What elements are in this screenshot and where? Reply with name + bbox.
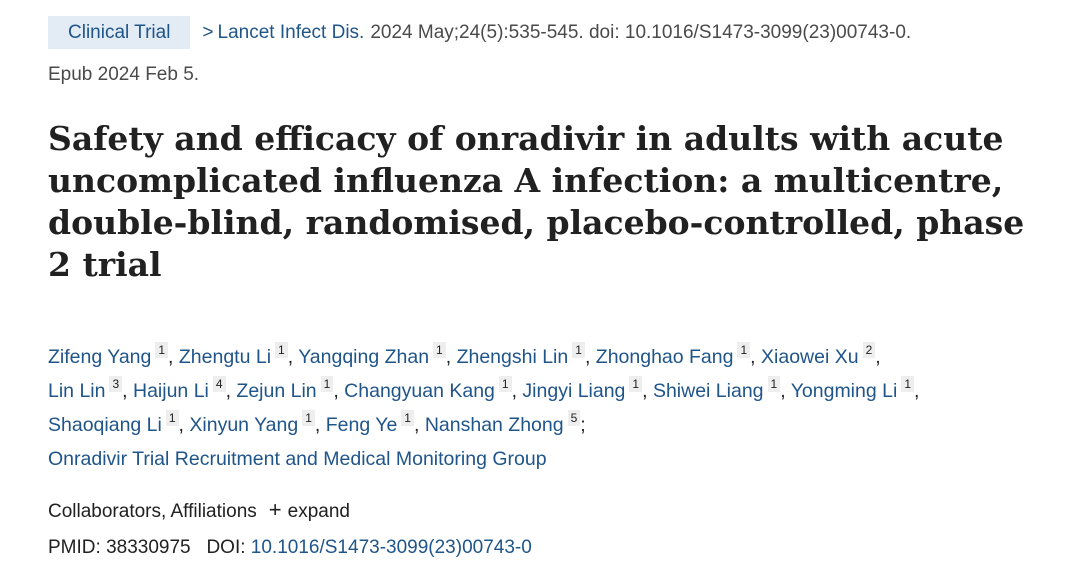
identifiers: PMID: 38330975 DOI: 10.1016/S1473-3099(2…: [48, 534, 532, 562]
author-item: Xiaowei Xu 2: [761, 342, 876, 368]
affiliation-marker[interactable]: 1: [901, 376, 914, 392]
affiliation-marker[interactable]: 1: [302, 410, 315, 426]
author-item: Zhengshi Lin 1: [456, 342, 585, 368]
author-item: Yangqing Zhan 1: [298, 342, 446, 368]
author-item: Xinyun Yang 1: [189, 410, 315, 436]
author-link[interactable]: Zhengtu Li: [178, 346, 272, 368]
affiliation-marker[interactable]: 1: [320, 376, 334, 392]
plus-icon: +: [268, 497, 282, 522]
epub-date: Epub 2024 Feb 5.: [48, 64, 200, 85]
author-item: Shaoqiang Li 1: [48, 410, 179, 436]
author-link[interactable]: Jingyi Liang: [522, 380, 626, 402]
citation-text: 2024 May;24(5):535-545. doi: 10.1016/S14…: [370, 22, 912, 43]
author-link[interactable]: Nanshan Zhong: [424, 414, 564, 436]
affiliation-marker[interactable]: 1: [629, 376, 643, 392]
doi-link[interactable]: 10.1016/S1473-3099(23)00743-0: [250, 537, 532, 558]
author-item: Zifeng Yang 1: [48, 342, 169, 368]
expand-label: expand: [287, 501, 350, 522]
author-link[interactable]: Xiaowei Xu: [761, 346, 859, 368]
author-link[interactable]: Zhengshi Lin: [456, 346, 569, 368]
citation-line: Clinical Trial > Lancet Infect Dis. 2024 Ma…: [48, 16, 911, 49]
affiliation-marker[interactable]: 1: [155, 342, 169, 358]
collaborators-label: Collaborators, Affiliations: [48, 501, 257, 522]
author-link[interactable]: Xinyun Yang: [189, 414, 299, 436]
author-item: Zejun Lin 1: [236, 376, 334, 402]
author-list: Zifeng Yang 1, Zhengtu Li 1, Yangqing Zhan…: [48, 340, 1058, 476]
affiliation-marker[interactable]: 5: [567, 410, 581, 426]
author-link[interactable]: Yangqing Zhan: [298, 346, 430, 368]
author-link[interactable]: Shaoqiang Li: [48, 414, 162, 436]
author-item: Zhengtu Li 1: [178, 342, 288, 368]
author-link[interactable]: Changyuan Kang: [344, 380, 495, 402]
author-item: Jingyi Liang 1: [522, 376, 643, 402]
affiliation-marker[interactable]: 1: [433, 342, 446, 358]
doi-label: DOI:: [206, 537, 246, 558]
affiliation-marker[interactable]: 1: [275, 342, 288, 358]
author-item: Shiwei Liang 1: [652, 376, 781, 402]
author-link[interactable]: Shiwei Liang: [652, 380, 764, 402]
affiliation-marker[interactable]: 2: [862, 342, 876, 358]
affiliation-marker[interactable]: 1: [165, 410, 179, 426]
affiliation-marker[interactable]: 1: [767, 376, 781, 392]
author-link[interactable]: Yongming Li: [790, 380, 898, 402]
author-item: Nanshan Zhong 5: [424, 410, 581, 436]
pmid-label: PMID:: [48, 537, 101, 558]
group-author-link[interactable]: Onradivir Trial Recruitment and Medical …: [48, 448, 547, 470]
author-item: Zhonghao Fang 1: [595, 342, 751, 368]
author-item: Haijun Li 4: [133, 376, 226, 402]
collaborators-affiliations[interactable]: Collaborators, Affiliations + expand: [48, 496, 350, 526]
chevron-right-icon: >: [202, 22, 214, 43]
affiliation-marker[interactable]: 4: [212, 376, 226, 392]
author-item: Feng Ye 1: [325, 410, 414, 436]
author-item: Yongming Li 1: [790, 376, 914, 402]
affiliation-marker[interactable]: 1: [737, 342, 751, 358]
affiliation-marker[interactable]: 3: [109, 376, 123, 392]
affiliation-marker[interactable]: 1: [498, 376, 512, 392]
affiliation-marker[interactable]: 1: [572, 342, 585, 358]
author-link[interactable]: Zejun Lin: [236, 380, 317, 402]
author-link[interactable]: Zhonghao Fang: [595, 346, 734, 368]
article-type-badge[interactable]: Clinical Trial: [48, 16, 191, 49]
affiliation-marker[interactable]: 1: [401, 410, 414, 426]
author-item: Lin Lin 3: [48, 376, 123, 402]
author-link[interactable]: Lin Lin: [48, 380, 106, 402]
author-link[interactable]: Zifeng Yang: [48, 346, 152, 368]
author-item: Changyuan Kang 1: [344, 376, 512, 402]
author-link[interactable]: Feng Ye: [325, 414, 398, 436]
pmid-value: 38330975: [106, 537, 191, 558]
journal-link[interactable]: Lancet Infect Dis.: [217, 22, 365, 43]
author-link[interactable]: Haijun Li: [133, 380, 209, 402]
article-title: Safety and efficacy of onradivir in adul…: [48, 119, 1025, 284]
